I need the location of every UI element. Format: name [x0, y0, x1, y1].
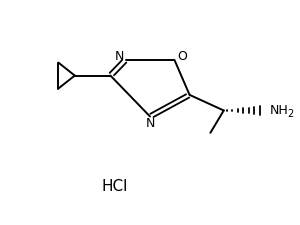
Text: HCl: HCl	[101, 178, 128, 193]
Text: N: N	[114, 50, 124, 63]
Text: NH: NH	[270, 104, 289, 117]
Text: N: N	[145, 116, 155, 129]
Text: 2: 2	[287, 109, 293, 119]
Text: O: O	[177, 50, 187, 63]
